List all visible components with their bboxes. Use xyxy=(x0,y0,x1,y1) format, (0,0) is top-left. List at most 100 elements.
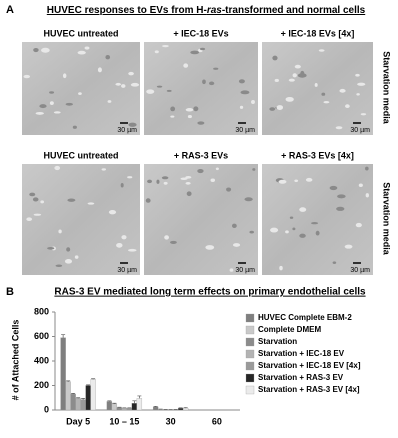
scale-bar-label: 30 µm xyxy=(117,267,137,274)
cell xyxy=(297,73,307,78)
x-tick-label: 30 xyxy=(166,416,176,426)
cell xyxy=(39,104,47,109)
cell xyxy=(121,84,126,88)
cell xyxy=(232,243,241,247)
cell xyxy=(276,105,284,110)
cell xyxy=(33,213,42,216)
cell xyxy=(120,182,124,188)
bar xyxy=(70,393,76,411)
bar xyxy=(85,385,91,411)
cell xyxy=(345,104,350,109)
cell xyxy=(323,101,330,104)
legend-swatch xyxy=(245,349,255,359)
cell xyxy=(332,261,337,264)
column-label: + RAS-3 EVs xyxy=(174,150,228,160)
error-bar xyxy=(66,380,71,382)
cell xyxy=(299,233,306,238)
cell xyxy=(166,89,172,92)
cell xyxy=(107,100,112,103)
cell xyxy=(186,191,192,197)
cell xyxy=(187,115,192,119)
cell xyxy=(299,207,307,212)
cell xyxy=(128,122,137,127)
error-bar xyxy=(183,407,188,409)
column-label: + IEC-18 EVs [4x] xyxy=(281,28,355,38)
cell xyxy=(197,121,205,125)
cell xyxy=(239,105,244,109)
cell xyxy=(185,108,194,112)
cell xyxy=(41,47,50,53)
cell xyxy=(72,125,77,129)
cell xyxy=(105,55,111,60)
cell xyxy=(314,83,318,87)
cell xyxy=(97,67,102,73)
cell xyxy=(318,49,325,52)
cell xyxy=(209,81,215,86)
bar xyxy=(121,408,128,411)
cell xyxy=(279,265,283,271)
cell xyxy=(108,210,117,215)
cell xyxy=(64,259,73,264)
cell xyxy=(358,183,363,188)
y-tick-label: 400 xyxy=(34,355,49,365)
title-part: HUVEC responses to EVs from H- xyxy=(47,5,207,16)
cell xyxy=(335,126,343,130)
bar xyxy=(116,407,123,411)
legend-label: Starvation + IEC-18 EV xyxy=(258,349,345,358)
cell xyxy=(65,102,74,106)
cell xyxy=(33,48,39,53)
cell xyxy=(226,187,232,192)
legend-swatch xyxy=(245,313,255,323)
cell xyxy=(215,167,219,171)
cell xyxy=(229,268,234,272)
cell xyxy=(115,82,122,86)
error-bar xyxy=(91,378,96,380)
cell xyxy=(294,179,299,183)
error-bar xyxy=(112,402,117,404)
bar xyxy=(136,398,143,411)
scale-bar-label: 30 µm xyxy=(350,267,370,274)
cell xyxy=(185,181,191,185)
bar xyxy=(106,401,113,411)
error-bar xyxy=(86,384,91,386)
cell xyxy=(240,90,250,95)
cell xyxy=(244,197,253,202)
cell xyxy=(249,230,254,234)
scale-bar-label: 30 µm xyxy=(350,127,370,134)
legend-label: Starvation + RAS-3 EV [4x] xyxy=(258,385,360,394)
y-tick-label: 800 xyxy=(34,306,49,316)
y-tick-label: 600 xyxy=(34,331,49,341)
scale-bar-label: 30 µm xyxy=(235,127,255,134)
cell xyxy=(360,113,367,116)
cell xyxy=(305,177,313,182)
cell xyxy=(329,185,338,191)
scale-bar-label: 30 µm xyxy=(117,127,137,134)
cell xyxy=(285,96,294,102)
legend-swatch xyxy=(245,361,255,371)
bar xyxy=(75,398,81,411)
column-label: HUVEC untreated xyxy=(43,150,118,160)
title-part: ras xyxy=(207,5,222,16)
cell xyxy=(35,112,44,115)
error-bar xyxy=(81,398,86,400)
bar xyxy=(90,379,96,411)
bar xyxy=(60,337,66,411)
cell xyxy=(170,115,175,118)
cell xyxy=(128,71,134,76)
bar xyxy=(182,408,189,411)
cell xyxy=(87,202,95,205)
cell xyxy=(84,46,90,50)
cell xyxy=(66,247,71,252)
cell xyxy=(285,230,289,234)
cell xyxy=(163,181,168,185)
chart-title: RAS-3 EV mediated long term effects on p… xyxy=(54,287,366,298)
column-label: + RAS-3 EVs [4x] xyxy=(281,150,354,160)
cell xyxy=(210,178,216,182)
cell xyxy=(180,177,188,181)
cell xyxy=(78,92,82,96)
x-tick-label: 10 – 15 xyxy=(109,416,139,426)
cell xyxy=(365,193,369,198)
cell xyxy=(47,247,55,250)
cell xyxy=(252,168,256,171)
